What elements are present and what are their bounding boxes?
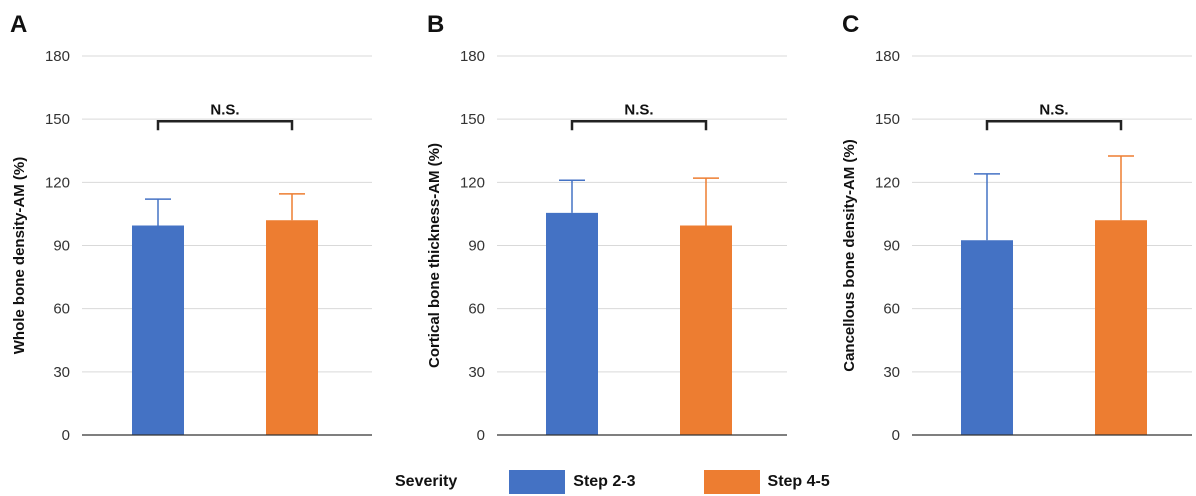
legend-swatch-step-4-5 xyxy=(703,470,760,494)
bar-step-2-3 xyxy=(546,212,598,435)
y-tick-label: 90 xyxy=(883,238,900,255)
significance-bracket xyxy=(985,120,1123,131)
panel-letter: A xyxy=(10,11,27,38)
legend-label-step-2-3: Step 2-3 xyxy=(573,473,636,490)
y-tick-label: 180 xyxy=(875,48,900,65)
y-tick-label: 60 xyxy=(53,301,70,318)
y-tick-label: 150 xyxy=(460,111,485,128)
y-tick-label: 120 xyxy=(45,174,70,191)
y-axis-label: Cancellous bone density-AM (%) xyxy=(841,139,858,372)
panel-letter: B xyxy=(427,11,444,38)
y-tick-label: 120 xyxy=(875,174,900,191)
y-tick-label: 120 xyxy=(460,174,485,191)
y-tick-label: 180 xyxy=(460,48,485,65)
significance-label: N.S. xyxy=(624,101,653,118)
y-tick-label: 30 xyxy=(468,364,485,381)
y-tick-label: 90 xyxy=(468,238,485,255)
legend-swatch-step-2-3 xyxy=(509,470,566,494)
y-tick-label: 90 xyxy=(53,238,70,255)
panel-a: A 0 30 60 90 120 150 180 Whole bone density-AM (… xyxy=(10,11,372,444)
bar-step-2-3 xyxy=(132,225,184,435)
significance-bracket xyxy=(570,120,708,131)
y-tick-label: 180 xyxy=(45,48,70,65)
bar-step-4-5 xyxy=(680,225,732,435)
y-tick-label: 0 xyxy=(892,427,900,444)
panel-c: C 0 30 60 90 120 150 180 Cancellous bone density… xyxy=(841,11,1192,444)
y-tick-label: 150 xyxy=(875,111,900,128)
y-tick-label: 60 xyxy=(468,301,485,318)
bar-step-4-5 xyxy=(1095,220,1147,435)
y-tick-label: 0 xyxy=(477,427,485,444)
significance-label: N.S. xyxy=(210,101,239,118)
panel-letter: C xyxy=(842,11,859,38)
y-tick-label: 60 xyxy=(883,301,900,318)
significance-bracket xyxy=(156,120,294,131)
panel-b: B 0 30 60 90 120 150 180 Cortical bone thickness… xyxy=(426,11,787,444)
y-tick-label: 0 xyxy=(62,427,70,444)
legend-label-step-4-5: Step 4-5 xyxy=(767,473,830,490)
legend: Severity Step 2-3 Step 4-5 xyxy=(395,468,830,496)
bar-step-2-3 xyxy=(961,240,1013,435)
y-axis-label: Whole bone density-AM (%) xyxy=(11,157,28,355)
y-axis-label: Cortical bone thickness-AM (%) xyxy=(426,143,443,368)
y-tick-label: 30 xyxy=(53,364,70,381)
bar-step-4-5 xyxy=(266,220,318,435)
y-tick-label: 30 xyxy=(883,364,900,381)
significance-label: N.S. xyxy=(1039,101,1068,118)
legend-title: Severity xyxy=(395,473,458,490)
y-tick-label: 150 xyxy=(45,111,70,128)
